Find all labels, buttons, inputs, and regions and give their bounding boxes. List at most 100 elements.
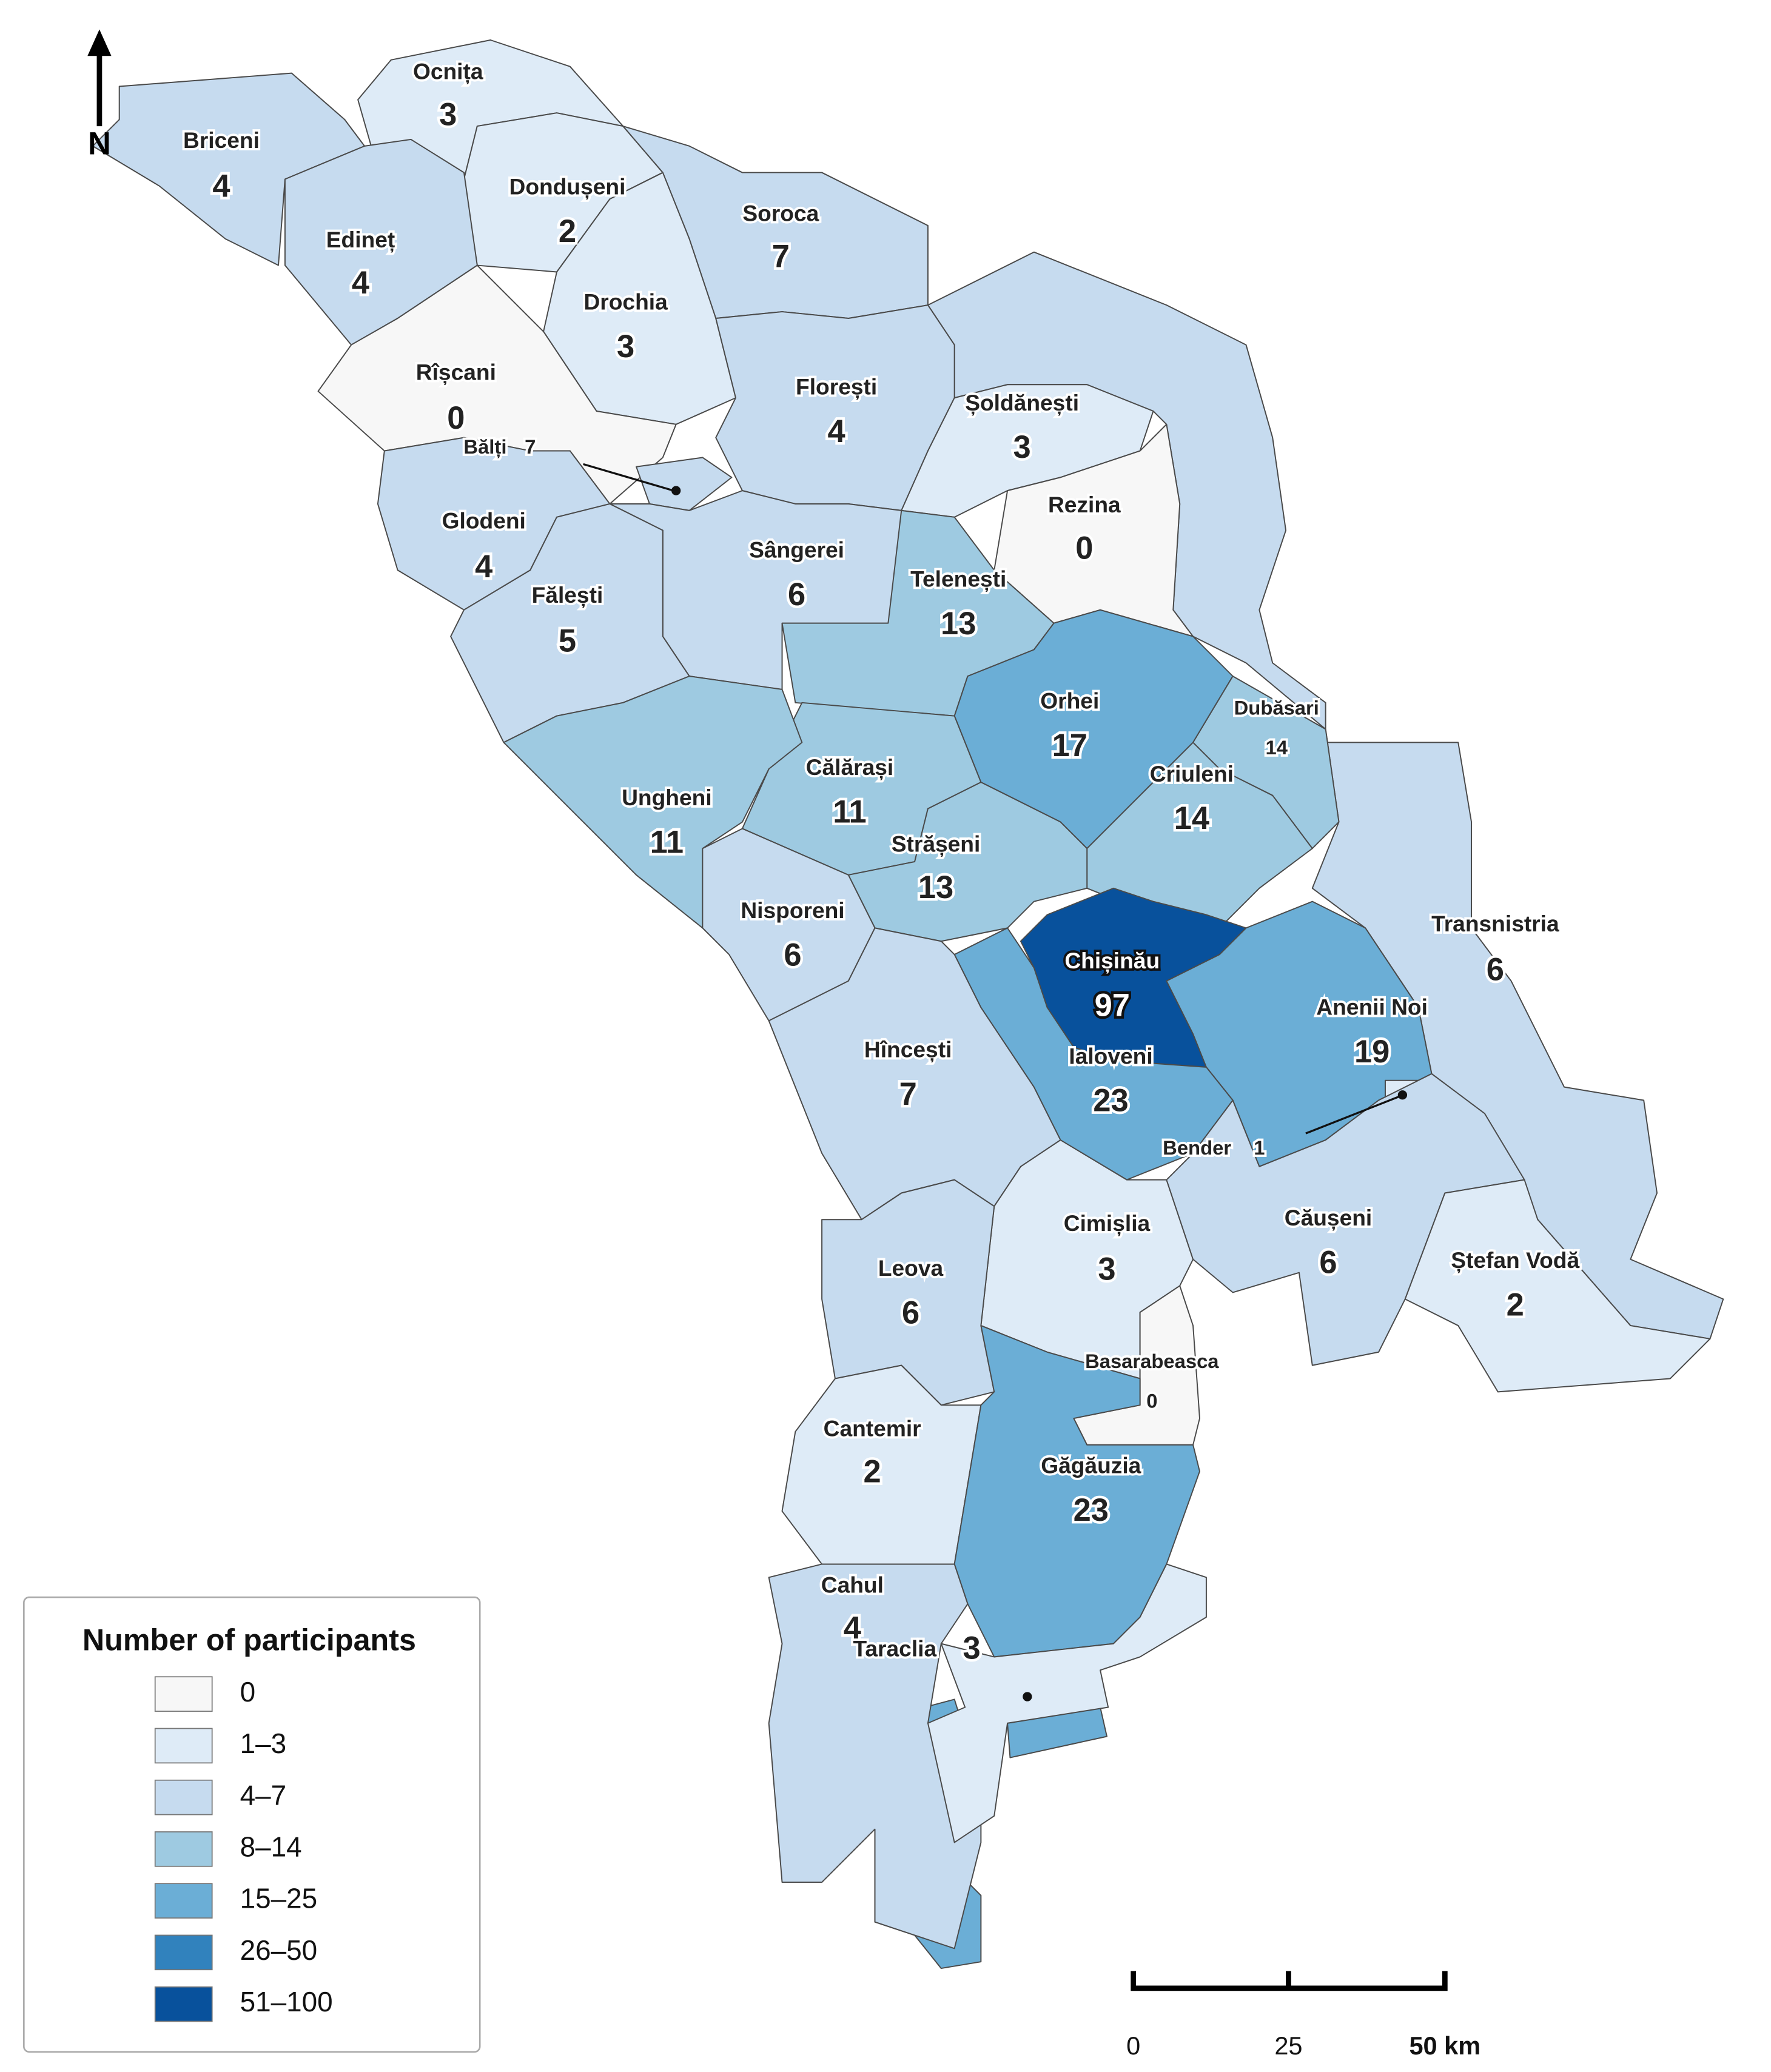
region-count: 7 bbox=[899, 1077, 917, 1112]
region-count: 97 bbox=[1095, 988, 1130, 1023]
region-name: Rîșcani bbox=[416, 360, 496, 385]
region-name: Soroca bbox=[742, 200, 819, 226]
region-count: 13 bbox=[941, 606, 976, 642]
region-count: 0 bbox=[1146, 1389, 1157, 1412]
region-name: Găgăuzia bbox=[1041, 1453, 1141, 1478]
leader-line bbox=[1305, 1095, 1400, 1135]
region-name: Florești bbox=[796, 374, 877, 400]
scale-label: 50 km bbox=[1409, 2031, 1480, 2060]
region-shape bbox=[92, 72, 366, 266]
legend-label: 4–7 bbox=[240, 1779, 287, 1811]
region-name: Dondușeni bbox=[509, 174, 626, 199]
region-name: Bender bbox=[1163, 1136, 1231, 1159]
region-count: 4 bbox=[828, 414, 845, 449]
region-count: 6 bbox=[1319, 1245, 1337, 1280]
region-count: 0 bbox=[1075, 531, 1093, 566]
region-count: 3 bbox=[1098, 1252, 1115, 1287]
region-count: 7 bbox=[525, 435, 536, 458]
city-dot bbox=[1397, 1090, 1408, 1100]
legend: Number of participants 0 1–3 4–7 8–14 15–25 2… bbox=[23, 1596, 481, 2053]
region-count: 14 bbox=[1174, 801, 1209, 836]
scale-label: 25 bbox=[1274, 2031, 1302, 2060]
scale-label: 0 bbox=[1126, 2031, 1140, 2060]
scale-bar: 0 25 50 km bbox=[1126, 1971, 1480, 2060]
region-name: Dubăsari bbox=[1234, 696, 1319, 719]
north-label: N bbox=[88, 127, 111, 162]
region-name: Ocnița bbox=[413, 58, 483, 84]
region-count: 3 bbox=[439, 98, 457, 133]
legend-label: 15–25 bbox=[240, 1883, 318, 1914]
region-count: 4 bbox=[352, 266, 369, 301]
legend-label: 1–3 bbox=[240, 1728, 287, 1759]
region-count: 7 bbox=[772, 239, 790, 274]
region-count: 19 bbox=[1354, 1034, 1390, 1070]
region-name: Bălți bbox=[463, 435, 506, 458]
region-count: 11 bbox=[833, 794, 866, 830]
region-name: Cimișlia bbox=[1064, 1210, 1151, 1236]
city-dot bbox=[671, 486, 681, 495]
region-name: Ungheni bbox=[622, 785, 712, 810]
region-name: Hîncești bbox=[864, 1036, 952, 1062]
region-name: Cahul bbox=[821, 1572, 884, 1597]
legend-label: 26–50 bbox=[240, 1934, 318, 1966]
legend-swatch bbox=[154, 1728, 213, 1764]
region-count: 13 bbox=[918, 870, 953, 905]
region-name: Drochia bbox=[583, 289, 668, 315]
regions bbox=[92, 39, 1724, 1970]
region-count: 6 bbox=[784, 937, 801, 973]
region-count: 4 bbox=[475, 549, 492, 585]
region-name: Chișinău bbox=[1064, 948, 1160, 973]
region-name: Căușeni bbox=[1285, 1205, 1372, 1230]
region-count: 6 bbox=[1487, 952, 1504, 987]
region-name: Șoldănești bbox=[965, 390, 1079, 415]
region-count: 3 bbox=[1013, 430, 1031, 465]
region-name: Basarabeasca bbox=[1085, 1350, 1219, 1372]
region-count: 14 bbox=[1266, 736, 1288, 759]
region-shape bbox=[503, 676, 803, 929]
region-count: 23 bbox=[1093, 1084, 1128, 1119]
legend-swatch bbox=[154, 1986, 213, 2022]
legend-swatch bbox=[154, 1676, 213, 1712]
legend-swatch bbox=[154, 1883, 213, 1919]
region-name: Edineț bbox=[326, 227, 395, 253]
region-shape bbox=[636, 457, 733, 511]
legend-label: 8–14 bbox=[240, 1831, 302, 1863]
region-name: Ștefan Vodă bbox=[1451, 1247, 1579, 1273]
region-name: Strășeni bbox=[892, 831, 981, 857]
legend-label: 51–100 bbox=[240, 1986, 333, 2017]
legend-title: Number of participants bbox=[82, 1623, 416, 1657]
legend-swatch bbox=[154, 1831, 213, 1867]
legend-box bbox=[23, 1596, 481, 2053]
region-name: Briceni bbox=[183, 127, 260, 153]
region-count: 6 bbox=[788, 577, 805, 612]
legend-swatch bbox=[154, 1934, 213, 1971]
region-shape bbox=[768, 1563, 982, 1950]
region-name: Cantemir bbox=[824, 1416, 921, 1441]
region-name: Taraclia bbox=[853, 1635, 936, 1661]
legend-swatch bbox=[154, 1779, 213, 1816]
region-name: Glodeni bbox=[442, 508, 526, 533]
region-count: 5 bbox=[559, 623, 576, 659]
region-count: 2 bbox=[559, 214, 576, 249]
region-count: 4 bbox=[212, 169, 230, 204]
labels: Ocnița 3 Briceni 4 Dondușeni 2 Edineț 4 Soroca 7 D… bbox=[181, 56, 1582, 1702]
region-name: Fălești bbox=[532, 582, 603, 608]
region-name: Nisporeni bbox=[741, 897, 844, 923]
region-name: Transnistria bbox=[1431, 911, 1559, 936]
region-count: 17 bbox=[1052, 728, 1087, 763]
region-count: 11 bbox=[650, 825, 684, 860]
leader-line bbox=[583, 463, 674, 492]
region-name: Telenești bbox=[910, 566, 1006, 592]
region-count: 3 bbox=[963, 1631, 980, 1666]
region-count: 2 bbox=[1507, 1287, 1524, 1323]
region-name: Criuleni bbox=[1150, 761, 1234, 786]
region-shape bbox=[1404, 1179, 1711, 1393]
legend-label: 0 bbox=[240, 1676, 256, 1708]
region-name: Leova bbox=[878, 1255, 944, 1281]
region-count: 4 bbox=[844, 1611, 861, 1646]
north-arrow: N bbox=[87, 29, 112, 162]
region-count: 6 bbox=[902, 1295, 919, 1330]
region-count: 23 bbox=[1074, 1493, 1109, 1528]
